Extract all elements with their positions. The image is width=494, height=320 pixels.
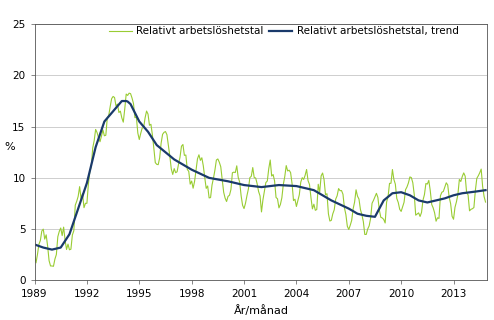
Relativt arbetslöshetstal, trend <box>360 213 366 217</box>
Legend: Relativt arbetslöshetstal, Relativt arbetslöshetstal, trend: Relativt arbetslöshetstal, Relativt arbe… <box>109 26 458 36</box>
Relativt arbetslöshetstal <box>388 181 394 185</box>
Relativt arbetslöshetstal <box>360 220 366 223</box>
Relativt arbetslöshetstal, trend <box>87 169 93 173</box>
Relativt arbetslöshetstal <box>483 200 489 204</box>
Relativt arbetslöshetstal, trend <box>227 180 233 184</box>
Relativt arbetslöshetstal, trend <box>232 181 238 185</box>
Relativt arbetslöshetstal, trend <box>151 139 157 143</box>
Relativt arbetslöshetstal, trend <box>388 193 394 196</box>
Relativt arbetslöshetstal <box>151 146 157 150</box>
Relativt arbetslöshetstal, trend <box>483 188 489 192</box>
X-axis label: År/månad: År/månad <box>233 305 288 316</box>
Relativt arbetslöshetstal, trend <box>119 99 125 103</box>
Relativt arbetslöshetstal <box>232 171 238 174</box>
Line: Relativt arbetslöshetstal: Relativt arbetslöshetstal <box>35 93 486 266</box>
Relativt arbetslöshetstal <box>126 91 132 95</box>
Relativt arbetslöshetstal, trend <box>32 243 38 246</box>
Relativt arbetslöshetstal <box>227 193 233 197</box>
Relativt arbetslöshetstal <box>50 264 56 268</box>
Y-axis label: %: % <box>4 142 15 152</box>
Relativt arbetslöshetstal <box>32 254 38 258</box>
Relativt arbetslöshetstal <box>87 170 93 173</box>
Line: Relativt arbetslöshetstal, trend: Relativt arbetslöshetstal, trend <box>35 101 486 250</box>
Relativt arbetslöshetstal, trend <box>49 248 55 252</box>
